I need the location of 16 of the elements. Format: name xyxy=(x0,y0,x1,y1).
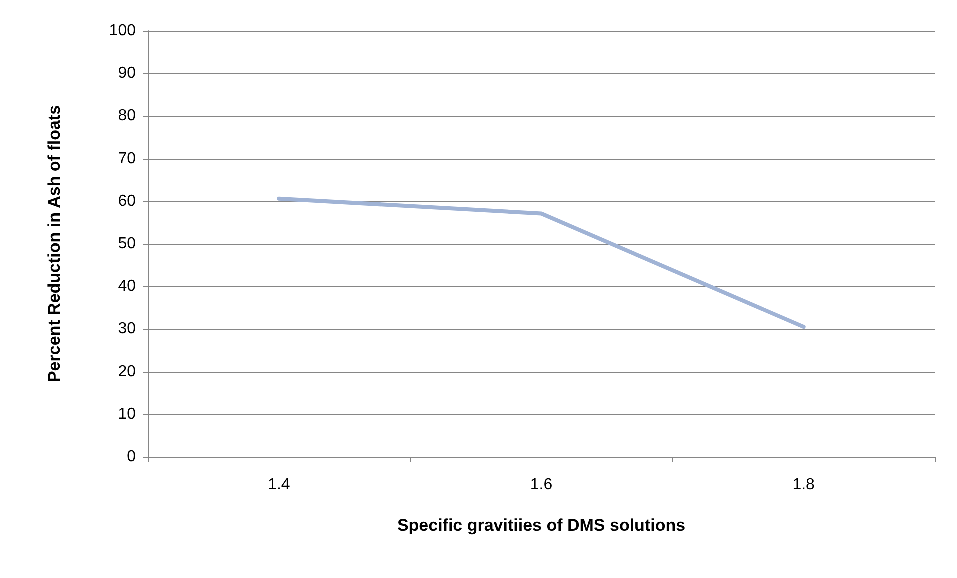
y-tick-label: 100 xyxy=(109,22,136,40)
y-tick-label: 0 xyxy=(127,448,136,466)
y-tick-label: 90 xyxy=(118,65,136,82)
y-tick-label: 80 xyxy=(118,108,136,125)
x-axis-title: Specific gravitiies of DMS solutions xyxy=(397,516,686,535)
y-tick-label: 30 xyxy=(118,320,136,338)
y-tick-label: 10 xyxy=(118,406,136,423)
x-tick-label: 1.6 xyxy=(530,476,553,494)
y-tick-label: 60 xyxy=(118,192,136,210)
y-tick-label: 50 xyxy=(118,236,136,252)
y-axis-title: Percent Reduction in Ash of floats xyxy=(45,105,64,383)
x-tick-label: 1.4 xyxy=(268,476,290,494)
y-tick-label: 70 xyxy=(118,150,136,168)
y-tick-label: 20 xyxy=(118,363,136,380)
y-tick-label: 40 xyxy=(118,278,136,296)
x-tick-label: 1.8 xyxy=(792,476,816,494)
